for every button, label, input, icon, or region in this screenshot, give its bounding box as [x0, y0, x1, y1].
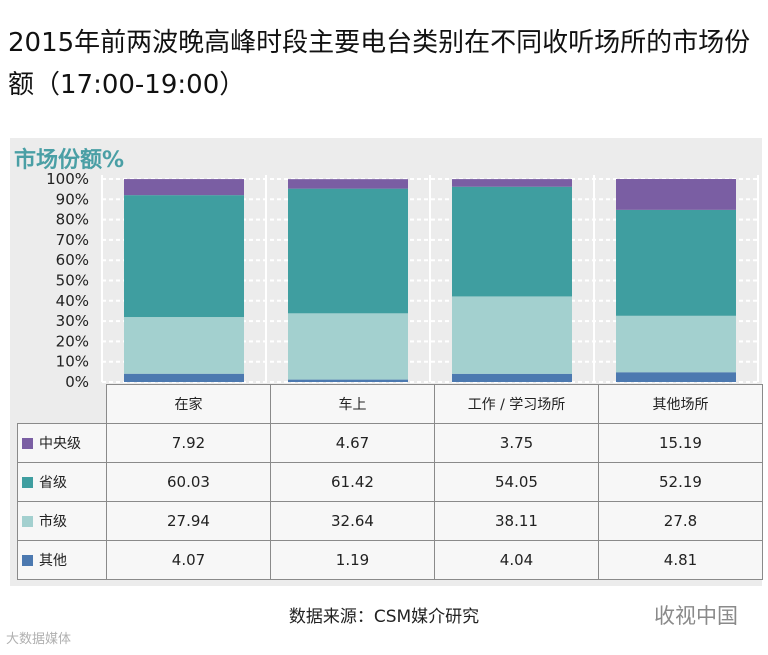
table-cell: 4.07 [106, 540, 271, 580]
table-header-cell: 在家 [106, 384, 271, 424]
y-tick-label: 30% [56, 312, 89, 330]
legend-label: 中央级 [39, 436, 81, 452]
table-header-cell: 工作 / 学习场所 [434, 384, 599, 424]
legend-swatch [22, 438, 33, 449]
y-tick-label: 0% [65, 373, 89, 391]
legend-entry: 其他 [17, 540, 107, 580]
y-tick-label: 80% [56, 211, 89, 229]
table-cell: 4.81 [598, 540, 763, 580]
legend-entry: 中央级 [17, 423, 107, 463]
bar-segment [452, 179, 572, 187]
table-cell: 15.19 [598, 423, 763, 463]
legend-label: 其他 [39, 553, 67, 569]
table-row: 省级 60.03 61.42 54.05 52.19 [17, 462, 763, 502]
legend-swatch [22, 516, 33, 527]
bar-segment [124, 195, 244, 318]
y-tick-label: 90% [56, 190, 89, 208]
bar-segment [288, 179, 408, 189]
legend-swatch [22, 477, 33, 488]
bar-segment [616, 209, 736, 316]
table-header-cell: 车上 [270, 384, 435, 424]
table-cell: 1.19 [270, 540, 435, 580]
bar-segment [288, 188, 408, 314]
bar-segment [616, 179, 736, 210]
data-table: 在家 车上 工作 / 学习场所 其他场所 中央级 7.92 4.67 3.75 … [17, 384, 763, 580]
table-cell: 27.8 [598, 501, 763, 541]
bar-segment [452, 296, 572, 374]
table-corner [18, 385, 107, 424]
table-cell: 3.75 [434, 423, 599, 463]
legend-label: 市级 [39, 514, 67, 530]
bar-segment [452, 186, 572, 297]
table-header-cell: 其他场所 [598, 384, 763, 424]
y-tick-label: 100% [46, 170, 89, 188]
table-cell: 60.03 [106, 462, 271, 502]
bar-segment [616, 315, 736, 373]
bar-segment [288, 313, 408, 380]
bar-segment [124, 317, 244, 374]
y-tick-label: 10% [56, 353, 89, 371]
chart-title: 市场份额% [14, 148, 125, 173]
bar-segment [452, 373, 572, 382]
legend-swatch [22, 555, 33, 566]
table-cell: 4.04 [434, 540, 599, 580]
table-row: 中央级 7.92 4.67 3.75 15.19 [17, 423, 763, 463]
table-cell: 38.11 [434, 501, 599, 541]
data-source: 数据来源：CSM媒介研究 [288, 607, 480, 627]
table-cell: 7.92 [106, 423, 271, 463]
legend-entry: 市级 [17, 501, 107, 541]
watermark-corner: 大数据媒体 [6, 632, 72, 647]
y-tick-label: 70% [56, 231, 89, 249]
y-tick-label: 40% [56, 292, 89, 310]
legend-label: 省级 [39, 475, 67, 491]
y-tick-label: 20% [56, 332, 89, 350]
bar-segment [616, 372, 736, 382]
bar-segment [124, 373, 244, 382]
y-tick-label: 60% [56, 251, 89, 269]
table-cell: 61.42 [270, 462, 435, 502]
page-title: 2015年前两波晚高峰时段主要电台类别在不同收听场所的市场份额（17:00-19… [8, 28, 751, 100]
table-cell: 32.64 [270, 501, 435, 541]
y-tick-label: 50% [56, 272, 89, 290]
table-cell: 52.19 [598, 462, 763, 502]
watermark-wechat: 收视中国 [654, 604, 738, 628]
legend-entry: 省级 [17, 462, 107, 502]
bar-segment [124, 179, 244, 196]
table-row: 其他 4.07 1.19 4.04 4.81 [17, 540, 763, 580]
table-cell: 4.67 [270, 423, 435, 463]
table-header-row: 在家 车上 工作 / 学习场所 其他场所 [18, 384, 763, 424]
table-row: 市级 27.94 32.64 38.11 27.8 [17, 501, 763, 541]
table-cell: 54.05 [434, 462, 599, 502]
bar-segment [288, 379, 408, 382]
table-cell: 27.94 [106, 501, 271, 541]
